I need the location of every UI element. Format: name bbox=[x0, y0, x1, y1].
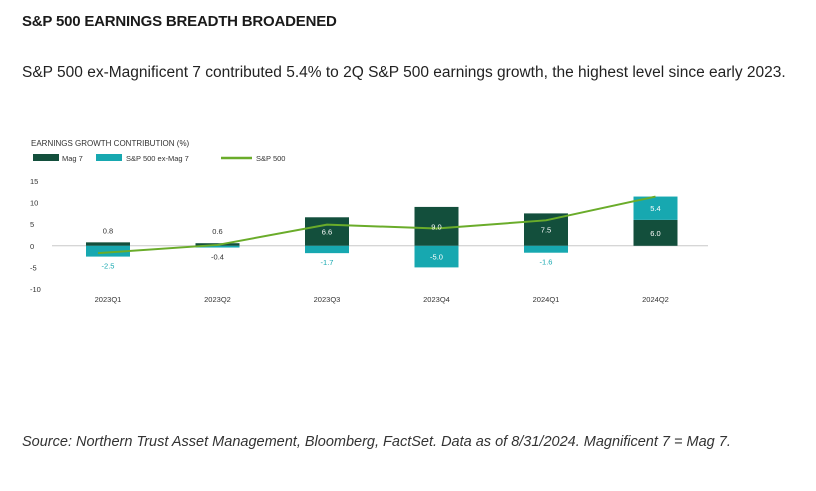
bar-mag7-2024Q1 bbox=[524, 213, 568, 246]
label-ex-mag7-2024Q2: 5.4 bbox=[650, 204, 660, 213]
x-tick-label: 2023Q1 bbox=[95, 295, 122, 304]
label-mag7-2024Q2: 6.0 bbox=[650, 229, 660, 238]
label-mag7-2024Q1: 7.5 bbox=[541, 226, 551, 235]
x-tick-label: 2024Q2 bbox=[642, 295, 669, 304]
bar-labels: 0.8 -2.5 0.6 -0.4 6.6 -1.7 9.0 -5.0 7.5 -1.6 6.0 5.… bbox=[102, 204, 661, 270]
bar-ex-mag7-2024Q1 bbox=[524, 245, 568, 253]
bar-mag7-2023Q4 bbox=[414, 206, 459, 246]
y-tick-label: 15 bbox=[30, 177, 38, 186]
y-tick-label: -5 bbox=[30, 263, 37, 272]
y-tick-label: 0 bbox=[30, 242, 34, 251]
bar-mag7-2023Q3 bbox=[305, 217, 349, 246]
bar-ex-mag7-2023Q2 bbox=[195, 245, 240, 248]
y-axis: 15 10 5 0 -5 -10 bbox=[30, 177, 41, 294]
source-note: Source: Northern Trust Asset Management,… bbox=[22, 434, 731, 450]
legend-label-sp500: S&P 500 bbox=[256, 154, 285, 163]
bar-mag7-2023Q1 bbox=[86, 242, 130, 246]
label-mag7-2023Q3: 6.6 bbox=[322, 228, 332, 237]
chart-title: EARNINGS GROWTH CONTRIBUTION (%) bbox=[31, 139, 190, 148]
label-mag7-2023Q4: 9.0 bbox=[431, 222, 441, 231]
sp500-line bbox=[97, 195, 656, 255]
label-ex-mag7-2023Q1: -2.5 bbox=[102, 262, 115, 271]
x-tick-label: 2023Q2 bbox=[204, 295, 231, 304]
label-mag7-2023Q1: 0.8 bbox=[103, 226, 113, 235]
y-tick-label: -10 bbox=[30, 285, 41, 294]
label-ex-mag7-2023Q2: -0.4 bbox=[211, 253, 224, 262]
bar-ex-mag7-2023Q3 bbox=[305, 245, 349, 254]
x-tick-label: 2023Q4 bbox=[423, 295, 450, 304]
label-mag7-2023Q2: 0.6 bbox=[212, 227, 222, 236]
bar-ex-mag7-2023Q1 bbox=[86, 245, 130, 257]
legend-swatch-mag7 bbox=[33, 154, 59, 161]
label-ex-mag7-2023Q4: -5.0 bbox=[430, 253, 443, 262]
bar-ex-mag7-2024Q2 bbox=[633, 196, 678, 220]
chart-subtitle: S&P 500 ex-Magnificent 7 contributed 5.4… bbox=[22, 64, 786, 81]
label-ex-mag7-2023Q3: -1.7 bbox=[321, 258, 334, 267]
legend-swatch-ex-mag7 bbox=[96, 154, 122, 161]
legend-label-ex-mag7: S&P 500 ex-Mag 7 bbox=[126, 154, 189, 163]
bars bbox=[86, 196, 678, 268]
x-tick-label: 2023Q3 bbox=[314, 295, 341, 304]
legend: Mag 7 S&P 500 ex-Mag 7 S&P 500 bbox=[33, 154, 285, 163]
legend-label-mag7: Mag 7 bbox=[62, 154, 83, 163]
earnings-contribution-chart: EARNINGS GROWTH CONTRIBUTION (%) Mag 7 S… bbox=[30, 139, 708, 304]
x-tick-label: 2024Q1 bbox=[533, 295, 560, 304]
y-tick-label: 10 bbox=[30, 199, 38, 208]
bar-ex-mag7-2023Q4 bbox=[414, 245, 459, 268]
chart-heading: S&P 500 EARNINGS BREADTH BROADENED bbox=[22, 13, 337, 30]
label-ex-mag7-2024Q1: -1.6 bbox=[540, 258, 553, 267]
x-axis: 2023Q1 2023Q2 2023Q3 2023Q4 2024Q1 2024Q2 bbox=[95, 295, 669, 304]
bar-mag7-2024Q2 bbox=[633, 219, 678, 246]
y-tick-label: 5 bbox=[30, 220, 34, 229]
